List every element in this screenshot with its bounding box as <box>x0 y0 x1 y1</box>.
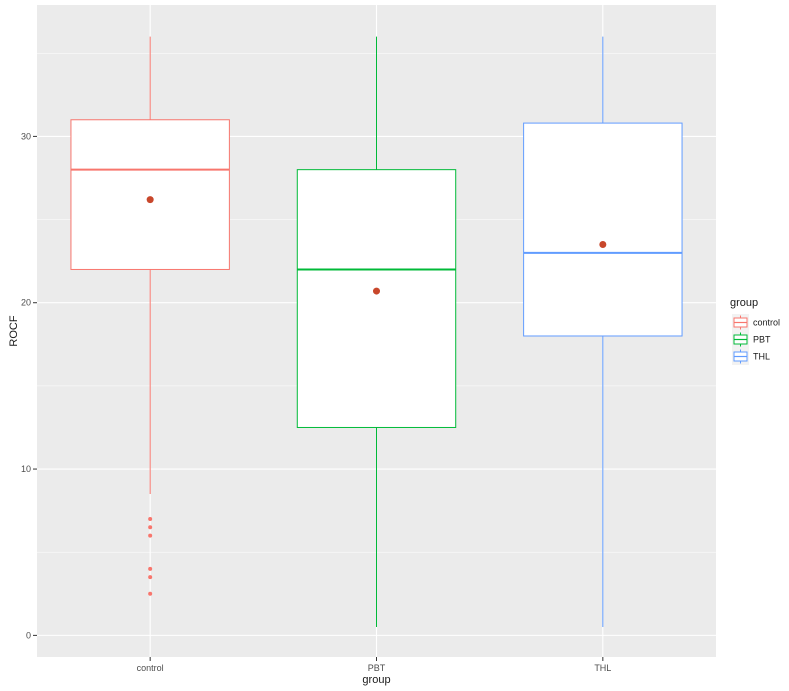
y-tick-label: 20 <box>21 298 31 308</box>
iqr-box <box>70 119 230 270</box>
outlier-point <box>148 533 153 538</box>
legend-label: control <box>753 318 780 328</box>
y-tick-label: 30 <box>21 131 31 141</box>
legend-item-control: control <box>732 314 780 331</box>
legend: group control PBT THL <box>730 297 780 365</box>
x-axis-ticks: control PBT THL <box>137 657 611 673</box>
y-tick-label: 0 <box>26 630 31 640</box>
y-axis-ticks: 0 10 20 30 <box>21 131 37 640</box>
outlier-point <box>148 566 153 571</box>
iqr-box <box>523 122 683 337</box>
x-axis-title: group <box>362 674 390 686</box>
legend-item-thl: THL <box>732 348 770 365</box>
mean-point <box>599 241 607 249</box>
box-control <box>70 36 230 596</box>
x-tick-label: THL <box>594 663 611 673</box>
boxes-layer <box>70 36 683 628</box>
iqr-box <box>296 169 457 428</box>
legend-title: group <box>730 297 758 309</box>
x-tick-label: PBT <box>368 663 386 673</box>
mean-point <box>146 196 154 204</box>
legend-label: THL <box>753 352 770 362</box>
outlier-point <box>148 591 153 596</box>
outlier-point <box>148 575 153 580</box>
outlier-point <box>148 516 153 521</box>
x-tick-label: control <box>137 663 164 673</box>
outlier-point <box>148 525 153 530</box>
box-pbt <box>296 36 457 628</box>
y-tick-label: 10 <box>21 464 31 474</box>
box-thl <box>523 36 683 628</box>
y-axis-title: ROCF <box>8 315 20 346</box>
legend-label: PBT <box>753 335 771 345</box>
mean-point <box>373 287 380 295</box>
legend-item-pbt: PBT <box>732 331 771 348</box>
